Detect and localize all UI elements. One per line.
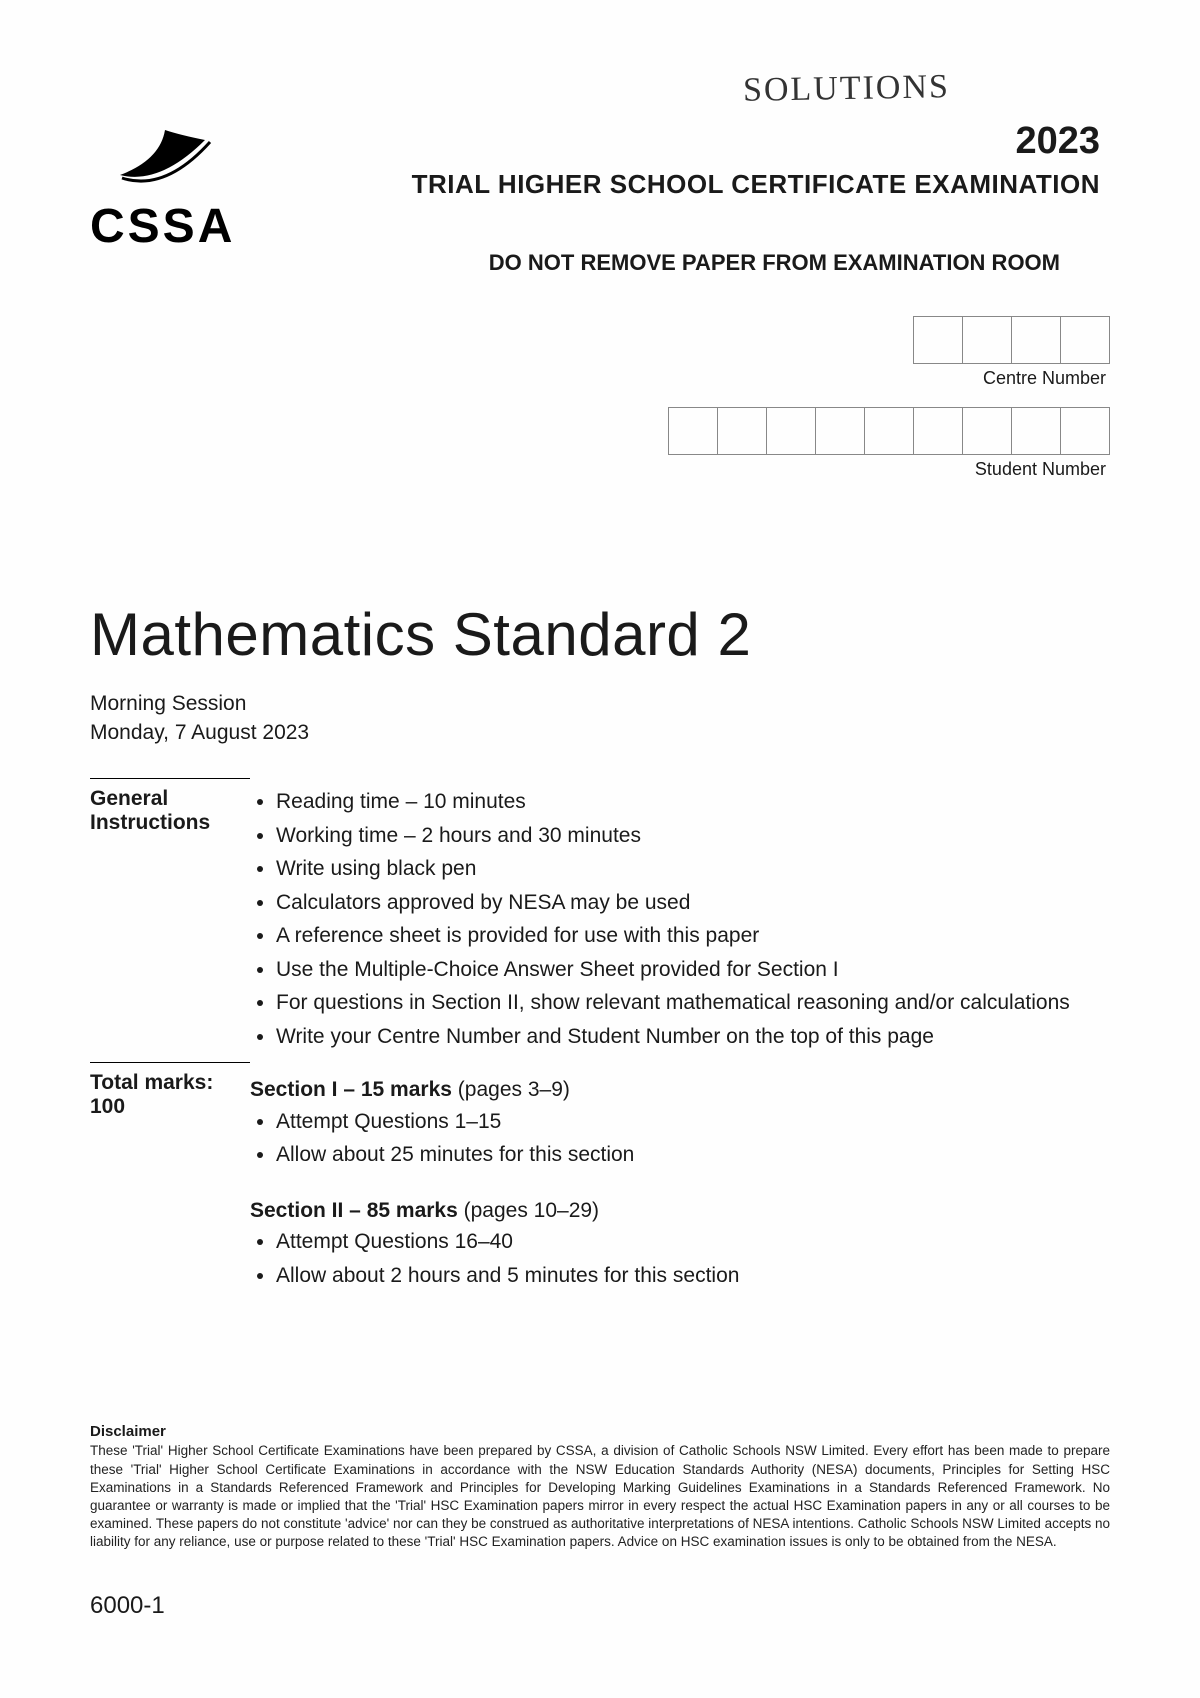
general-instructions-label: General Instructions [90, 778, 250, 1062]
instruction-item: Write using black pen [276, 853, 1110, 885]
centre-number-boxes[interactable] [914, 316, 1110, 364]
digit-box[interactable] [1060, 316, 1110, 364]
digit-box[interactable] [1011, 316, 1061, 364]
disclaimer-text: These 'Trial' Higher School Certificate … [90, 1442, 1110, 1551]
student-number-boxes[interactable] [669, 407, 1110, 455]
header-titles: 2023 TRIAL HIGHER SCHOOL CERTIFICATE EXA… [260, 120, 1110, 276]
logo-box: CSSA [90, 120, 260, 254]
exam-cover-page: SOLUTIONS CSSA 2023 TRIAL HIGHER SCHOOL … [0, 0, 1200, 1698]
cssa-logo-icon [110, 120, 220, 190]
student-number-group: Student Number [90, 407, 1110, 480]
digit-box[interactable] [766, 407, 816, 455]
student-number-label: Student Number [669, 459, 1110, 480]
session-line2: Monday, 7 August 2023 [90, 718, 1110, 747]
digit-box[interactable] [913, 407, 963, 455]
instruction-item: Write your Centre Number and Student Num… [276, 1021, 1110, 1053]
exam-warning: DO NOT REMOVE PAPER FROM EXAMINATION ROO… [260, 250, 1100, 276]
section1-item: Allow about 25 minutes for this section [276, 1139, 1110, 1171]
info-table: General Instructions Reading time – 10 m… [90, 778, 1110, 1324]
session-line1: Morning Session [90, 689, 1110, 718]
instruction-item: For questions in Section II, show releva… [276, 987, 1110, 1019]
section2-item: Attempt Questions 16–40 [276, 1226, 1110, 1258]
exam-year: 2023 [260, 120, 1100, 163]
total-marks-label: Total marks: 100 [90, 1062, 250, 1323]
session-info: Morning Session Monday, 7 August 2023 [90, 689, 1110, 748]
digit-box[interactable] [864, 407, 914, 455]
instruction-item: A reference sheet is provided for use wi… [276, 920, 1110, 952]
handwritten-annotation: SOLUTIONS [743, 68, 951, 110]
centre-number-label: Centre Number [914, 368, 1110, 389]
disclaimer-heading: Disclaimer [90, 1423, 1110, 1440]
instruction-item: Working time – 2 hours and 30 minutes [276, 820, 1110, 852]
section2-heading: Section II – 85 marks (pages 10–29) [250, 1195, 1110, 1227]
section1-item: Attempt Questions 1–15 [276, 1106, 1110, 1138]
digit-box[interactable] [815, 407, 865, 455]
digit-box[interactable] [668, 407, 718, 455]
general-instructions-content: Reading time – 10 minutes Working time –… [250, 778, 1110, 1062]
section1-block: Section I – 15 marks (pages 3–9) Attempt… [250, 1074, 1110, 1171]
header-row: CSSA 2023 TRIAL HIGHER SCHOOL CERTIFICAT… [90, 120, 1110, 276]
digit-box[interactable] [717, 407, 767, 455]
section2-block: Section II – 85 marks (pages 10–29) Atte… [250, 1195, 1110, 1292]
marks-content: Section I – 15 marks (pages 3–9) Attempt… [250, 1062, 1110, 1323]
centre-number-group: Centre Number [90, 316, 1110, 389]
subject-title: Mathematics Standard 2 [90, 600, 1110, 669]
logo-text: CSSA [90, 199, 260, 254]
instruction-item: Use the Multiple-Choice Answer Sheet pro… [276, 954, 1110, 986]
digit-box[interactable] [1060, 407, 1110, 455]
digit-box[interactable] [962, 407, 1012, 455]
digit-box[interactable] [913, 316, 963, 364]
digit-box[interactable] [962, 316, 1012, 364]
section2-item: Allow about 2 hours and 5 minutes for th… [276, 1260, 1110, 1292]
exam-title: TRIAL HIGHER SCHOOL CERTIFICATE EXAMINAT… [260, 169, 1100, 200]
section1-heading: Section I – 15 marks (pages 3–9) [250, 1074, 1110, 1106]
digit-box[interactable] [1011, 407, 1061, 455]
footer-code: 6000-1 [90, 1592, 1110, 1620]
instruction-item: Calculators approved by NESA may be used [276, 887, 1110, 919]
instruction-item: Reading time – 10 minutes [276, 786, 1110, 818]
